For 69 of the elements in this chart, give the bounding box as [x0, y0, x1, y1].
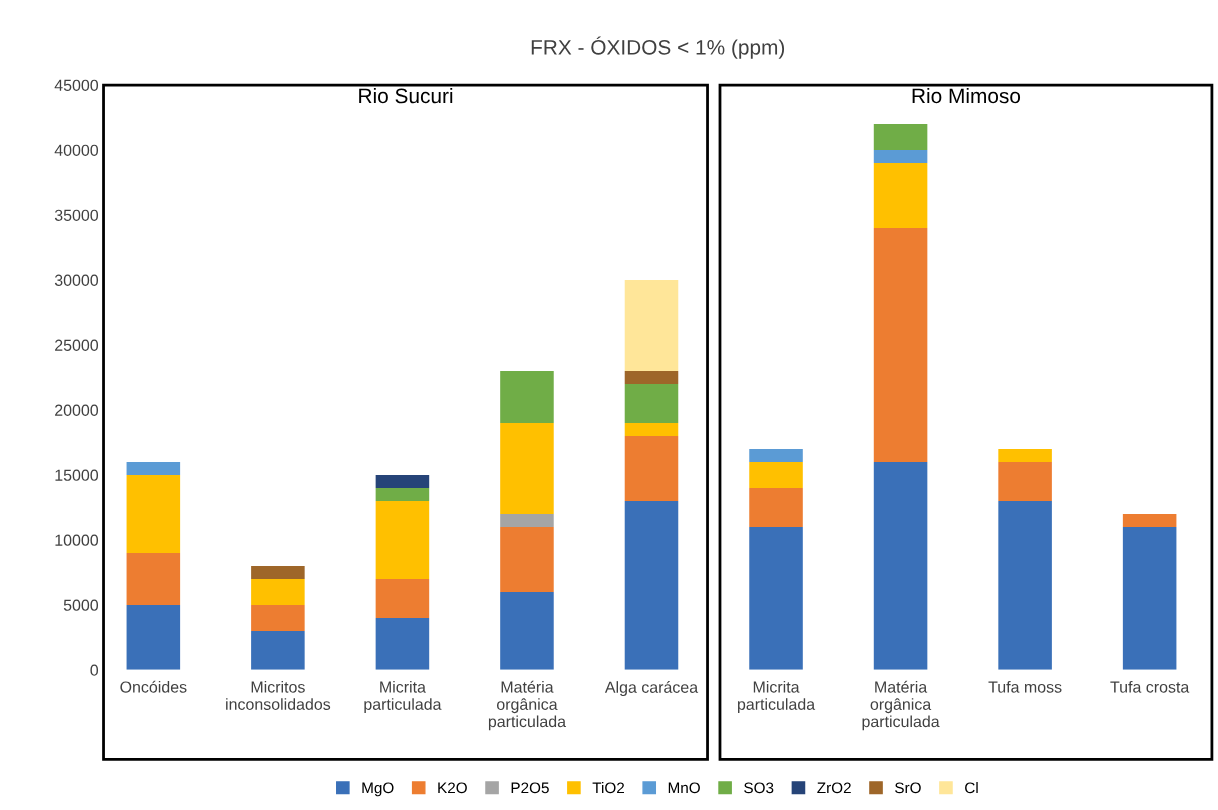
- bar: [873, 163, 928, 229]
- legend-label: K2O: [438, 782, 467, 794]
- bar: [500, 513, 554, 527]
- x-tick-label: Micritos inconsolidados: [226, 680, 331, 710]
- legend-label: P2O5: [511, 782, 549, 794]
- bar: [749, 461, 803, 488]
- legend-label: SO3: [744, 782, 774, 794]
- y-tick-label: 10000: [55, 534, 99, 546]
- y-tick-label: 40000: [54, 144, 99, 156]
- annotation: Rio Mimoso: [912, 87, 1021, 104]
- bar: [375, 617, 430, 670]
- bar: [500, 370, 554, 423]
- bar: [624, 383, 679, 423]
- y-tick-label: 0: [90, 664, 99, 676]
- y-tick-label: 30000: [54, 274, 99, 286]
- y-tick-label: 45000: [54, 79, 99, 91]
- bar: [998, 448, 1052, 462]
- y-tick-label: 25000: [55, 339, 99, 351]
- bar: [126, 604, 181, 670]
- bar: [624, 422, 679, 436]
- legend-label: ZrO2: [817, 782, 851, 794]
- bar: [126, 474, 181, 553]
- bar: [500, 422, 554, 514]
- bar: [375, 500, 430, 579]
- x-tick-label: Alga carácea: [604, 680, 699, 697]
- x-tick-label: Tufa moss: [988, 681, 1062, 693]
- bar: [375, 578, 430, 618]
- bar: [126, 461, 181, 475]
- annotation: Rio Sucuri: [359, 87, 453, 104]
- bar: [624, 279, 679, 371]
- x-tick-label: Tufa crosta: [1110, 681, 1190, 693]
- bar: [251, 630, 305, 670]
- chart-title: FRX - ÓXIDOS < 1% (ppm): [531, 36, 785, 59]
- bar: [251, 604, 305, 631]
- y-tick-label: 35000: [54, 209, 99, 221]
- bar: [375, 487, 430, 501]
- bar: [873, 150, 928, 164]
- bar: [624, 435, 679, 501]
- bar: [500, 591, 554, 670]
- x-tick-label: Matéria orgânica particulada: [488, 680, 567, 731]
- legend-label: Cl: [965, 782, 978, 794]
- bar: [873, 461, 928, 670]
- legend-label: MgO: [362, 782, 394, 797]
- x-tick-label: Micrita particulada: [364, 680, 442, 714]
- legend-label: MnO: [668, 782, 700, 794]
- x-tick-label: Micrita particulada: [738, 680, 816, 714]
- bar: [251, 578, 305, 605]
- bar: [375, 474, 430, 488]
- bar: [624, 500, 679, 670]
- bar: [998, 500, 1052, 670]
- y-tick-label: 15000: [55, 469, 99, 481]
- bar: [873, 228, 928, 462]
- bar: [749, 487, 803, 527]
- x-tick-label: Oncóides: [120, 680, 187, 693]
- bar: [998, 461, 1052, 501]
- y-tick-label: 20000: [55, 404, 99, 416]
- legend-label: SrO: [895, 782, 921, 794]
- bar: [1122, 513, 1177, 527]
- bar: [749, 526, 803, 670]
- y-tick-label: 5000: [63, 599, 99, 611]
- x-tick-label: Matéria orgânica particulada: [862, 680, 940, 731]
- bar: [500, 526, 554, 592]
- bar: [251, 565, 305, 579]
- legend-label: TiO2: [592, 782, 624, 794]
- bar: [873, 124, 928, 151]
- bar: [624, 370, 679, 384]
- bar: [749, 448, 803, 462]
- bar: [126, 552, 181, 605]
- bar: [1122, 526, 1177, 670]
